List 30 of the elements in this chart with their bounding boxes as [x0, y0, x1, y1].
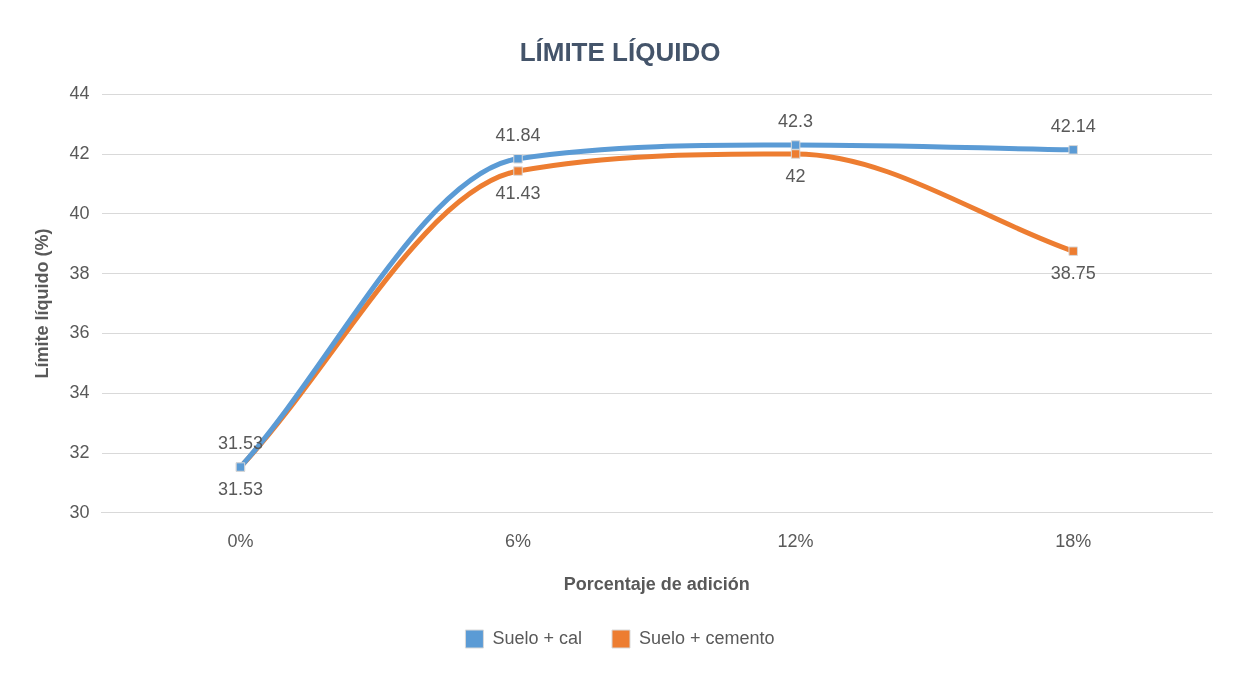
- data-label: 42.14: [1050, 115, 1096, 136]
- legend-label: Suelo + cemento: [638, 627, 775, 648]
- y-tick-label: 32: [69, 441, 90, 462]
- data-label: 42: [785, 165, 806, 186]
- data-label: 31.53: [217, 479, 263, 500]
- y-tick-label: 42: [69, 142, 90, 163]
- point: [790, 140, 801, 150]
- y-tick-label: 34: [69, 382, 90, 403]
- data-label: 38.75: [1050, 263, 1096, 284]
- x-tick-label: 6%: [505, 530, 532, 551]
- point: [790, 149, 801, 159]
- point: [513, 154, 523, 164]
- x-tick-label: 0%: [227, 530, 254, 551]
- y-tick-label: 44: [69, 83, 90, 104]
- y-tick-label: 38: [69, 262, 90, 283]
- point: [1068, 246, 1078, 256]
- data-label: 41.43: [495, 183, 541, 204]
- x-axis-title: Porcentaje de adición: [563, 574, 750, 595]
- legend-label: Suelo + cal: [492, 627, 582, 648]
- x-tick-label: 12%: [777, 530, 814, 551]
- chart-title: LÍMITE LÍQUIDO: [519, 36, 721, 67]
- y-tick-label: 40: [69, 202, 90, 223]
- y-tick-label: 30: [69, 501, 90, 522]
- x-tick-label: 18%: [1055, 530, 1092, 551]
- point: [1068, 145, 1078, 155]
- y-axis-title: Límite líquido (%): [31, 228, 52, 379]
- point: [513, 166, 523, 176]
- data-label: 42.3: [778, 111, 814, 131]
- data-label: 41.84: [495, 124, 541, 145]
- y-tick-label: 36: [69, 322, 90, 343]
